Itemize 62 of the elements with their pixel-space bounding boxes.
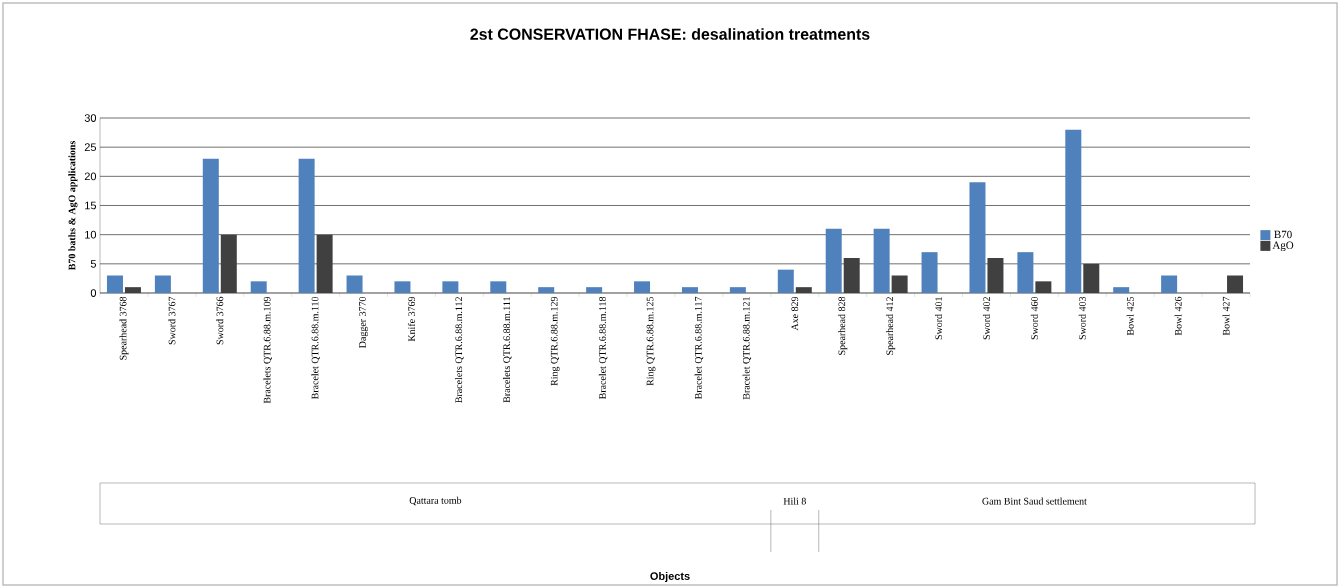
bar (777, 269, 794, 293)
y-tick-label: 0 (90, 289, 97, 297)
bar (490, 281, 507, 293)
y-tick-label: 5 (90, 260, 97, 268)
x-tick-label: Bracelet QTR.6.88.m.118 (598, 296, 608, 400)
bar (969, 182, 986, 293)
bar (1017, 252, 1034, 293)
text: Gam Bint Saud settlement (982, 497, 1087, 505)
bar (202, 158, 219, 293)
bar (442, 281, 459, 293)
text: Objects (650, 571, 690, 583)
x-tick-label: Knife 3769 (407, 296, 416, 342)
x-tick-label: Sword 3766 (216, 296, 224, 345)
bar (154, 275, 171, 293)
bar (394, 281, 411, 293)
x-tick-label: Spearhead 828 (838, 296, 848, 355)
x-tick-label: Ring QTR.6.88.m.125 (646, 296, 656, 386)
chart-title: 2st CONSERVATION FHASE: desalination treatments (470, 28, 870, 40)
y-tick-label: 25 (84, 143, 97, 152)
bar (681, 287, 698, 293)
x-tick-label: Bracelets QTR.6.88.m.111 (503, 297, 512, 403)
legend-label: AgO (1272, 241, 1294, 252)
text: Qattara tomb (409, 496, 462, 506)
y-tick-label: 30 (84, 114, 97, 122)
x-tick-label: Dagger 3770 (359, 296, 368, 348)
x-tick-label: Bracelet QTR.6.88.m.110 (311, 296, 320, 400)
bar (921, 252, 938, 293)
y-tick-label: 15 (85, 201, 97, 210)
bar (634, 281, 651, 293)
bar (1161, 275, 1178, 293)
bar (106, 275, 123, 293)
x-tick-label: Bracelet QTR.6.88.m.117 (694, 296, 704, 400)
bar (1113, 287, 1130, 293)
x-tick-label: Bowl 427 (1222, 296, 1230, 336)
bar (586, 287, 603, 293)
x-tick-label: Sword 3767 (168, 296, 176, 345)
x-tick-label: Bracelets QTR.6.88.m.112 (455, 297, 464, 403)
legend-label: B70 (1274, 230, 1292, 239)
x-tick-label: Bracelets QTR.6.88.m.109 (263, 296, 272, 404)
bar (538, 287, 555, 293)
x-tick-label: Spearhead 412 (886, 297, 896, 355)
bar (250, 281, 267, 293)
y-axis-title: B70 baths & AgO applications (68, 140, 78, 271)
bar (1065, 129, 1082, 293)
bar (729, 287, 746, 293)
y-tick-label: 10 (85, 230, 97, 239)
y-tick-label: 20 (84, 172, 97, 181)
bar (825, 228, 842, 293)
bar (873, 228, 890, 293)
text: Hili 8 (783, 497, 806, 505)
x-tick-label: Ring QTR.6.88.m.129 (550, 296, 560, 386)
x-tick-label: Bowl 425 (1126, 296, 1134, 336)
x-tick-label: Bowl 426 (1174, 296, 1182, 336)
bar (298, 158, 315, 293)
x-tick-label: Sword 402 (982, 297, 990, 340)
x-tick-label: Bracelet QTR.6.88.m.121 (742, 297, 752, 400)
x-tick-label: Spearhead 3768 (119, 296, 129, 360)
bar (346, 275, 363, 293)
x-tick-label: Sword 403 (1078, 296, 1086, 340)
x-tick-label: Sword 401 (935, 297, 943, 340)
x-tick-label: Axe 829 (791, 296, 799, 331)
x-tick-label: Sword 460 (1030, 296, 1038, 340)
